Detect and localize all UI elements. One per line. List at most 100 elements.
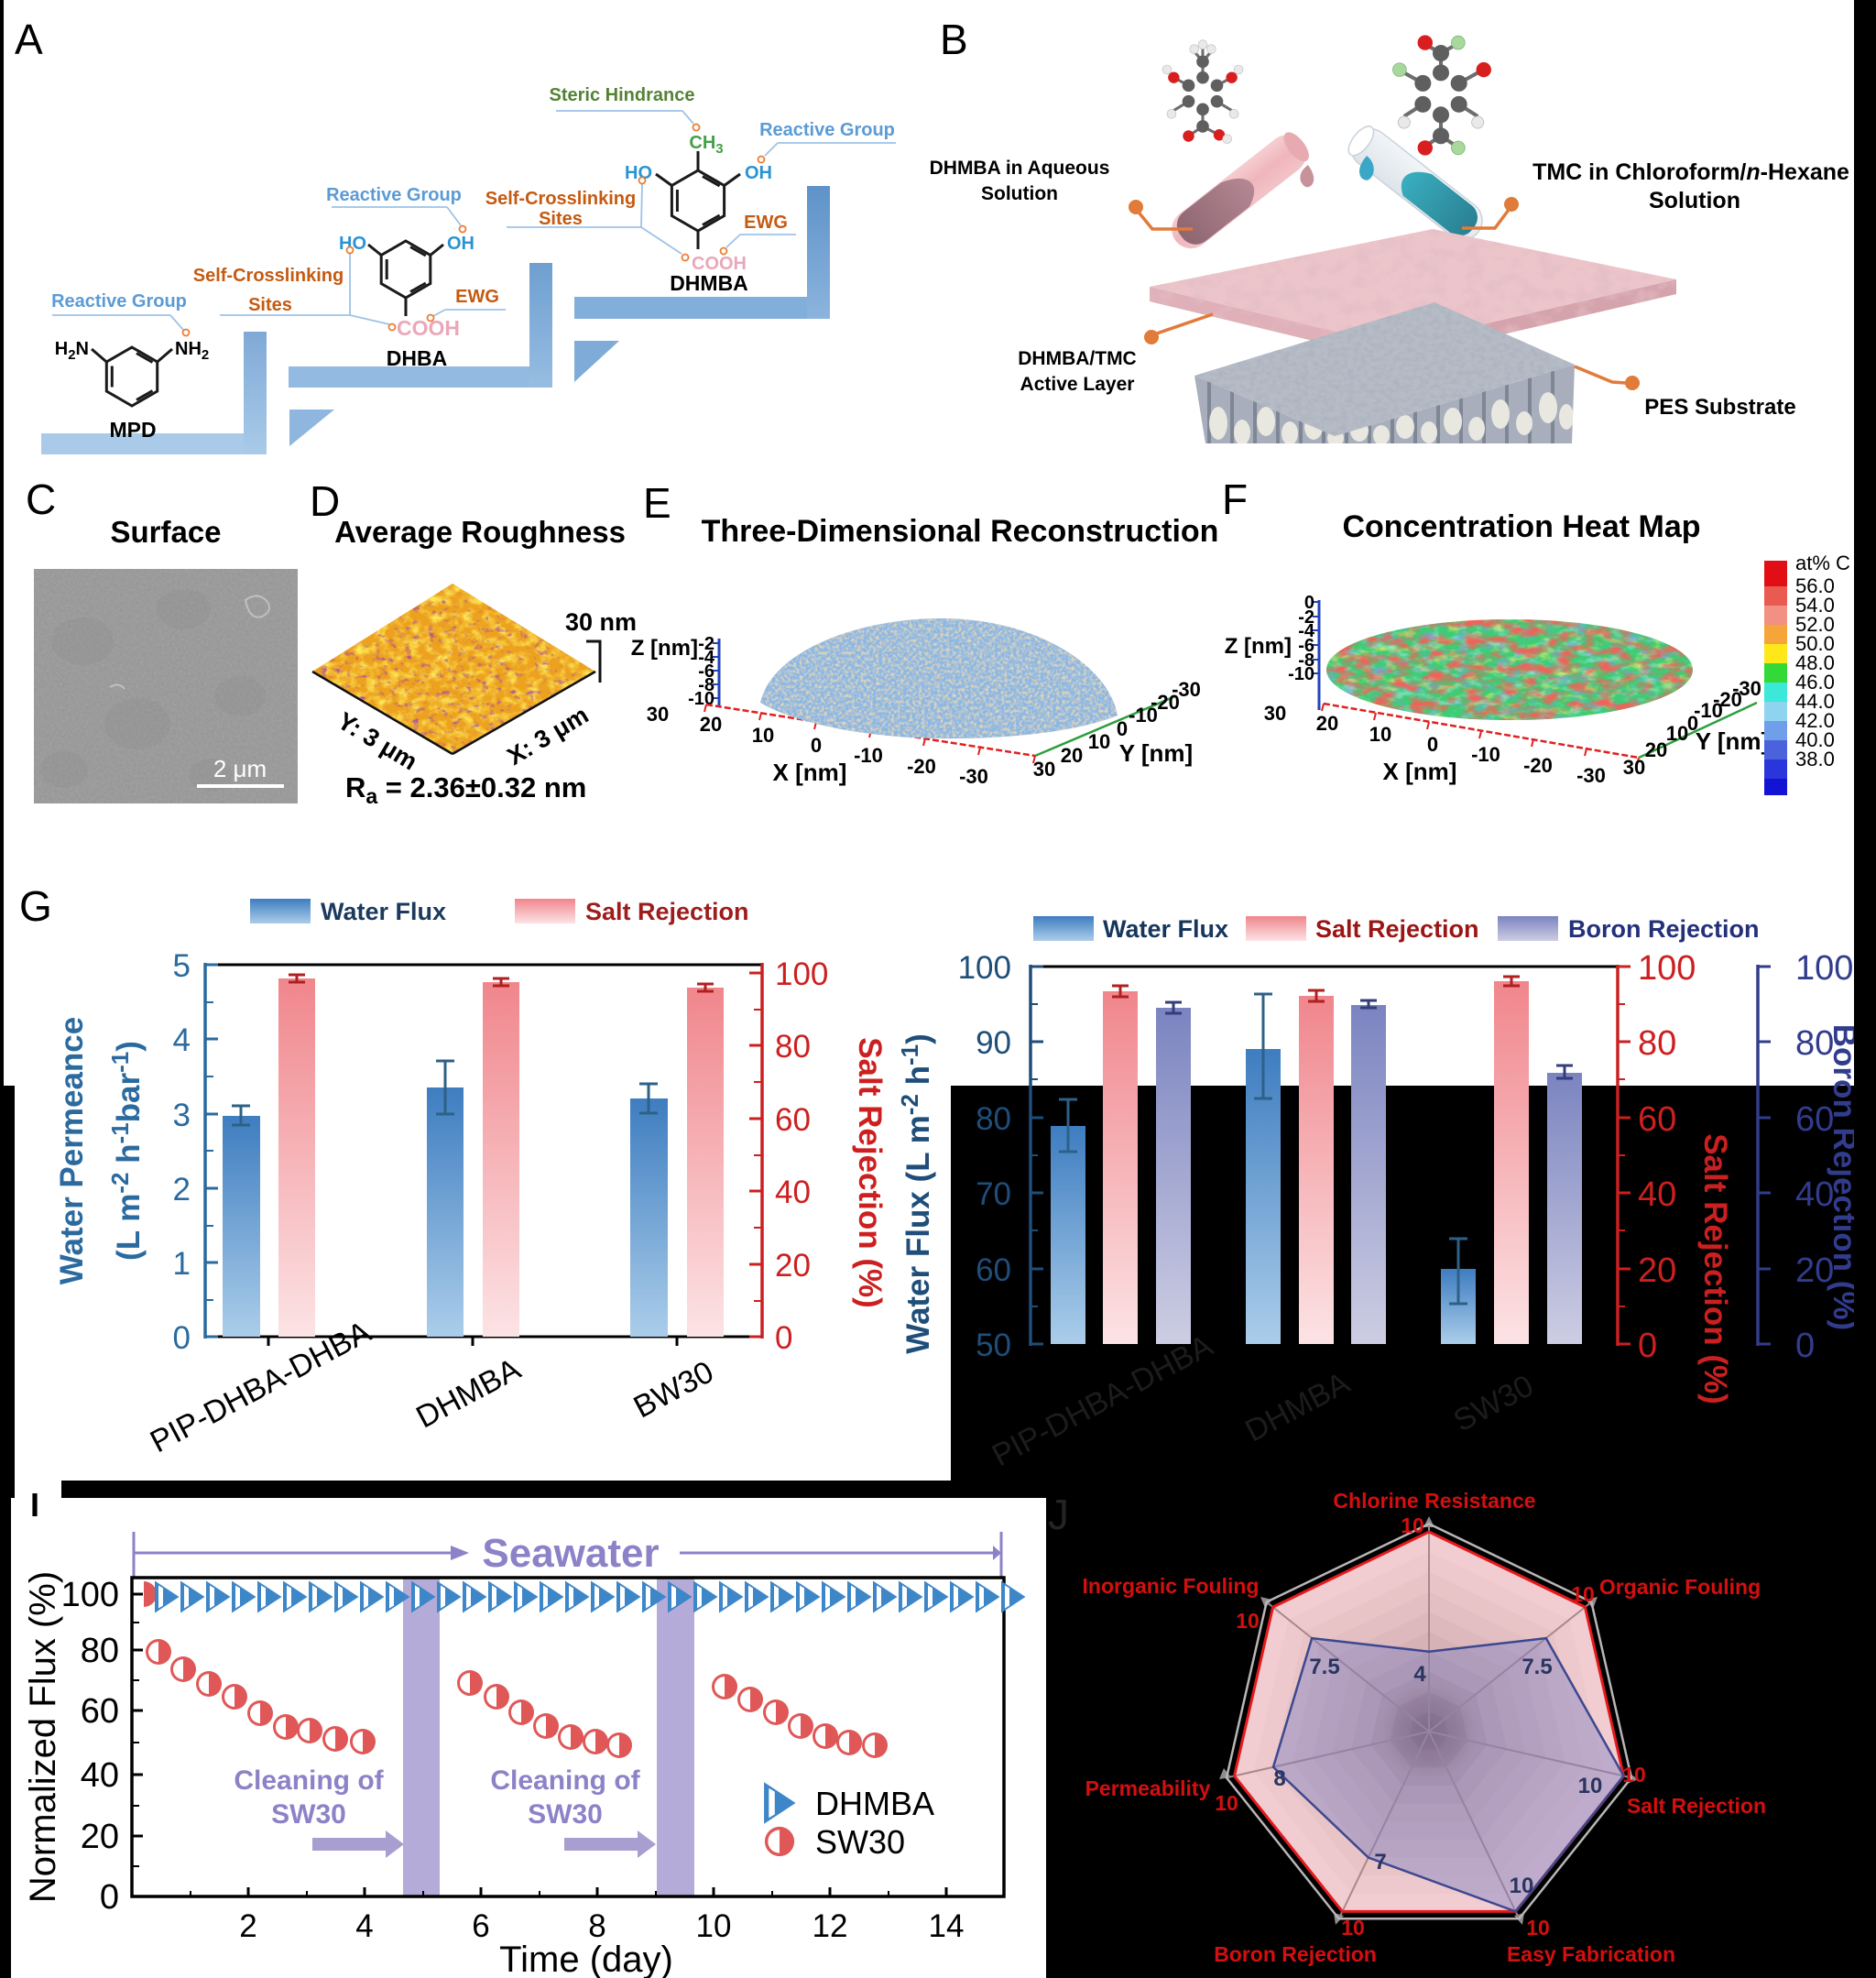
svg-text:-20: -20 — [1151, 691, 1180, 714]
svg-text:40.0: 40.0 — [1795, 728, 1835, 751]
svg-text:42.0: 42.0 — [1795, 709, 1835, 732]
svg-text:4: 4 — [173, 1022, 191, 1058]
svg-text:SW30: SW30 — [1448, 1368, 1540, 1438]
svg-text:0: 0 — [1304, 593, 1314, 613]
svg-text:30: 30 — [1033, 758, 1055, 781]
svg-text:BW30: BW30 — [628, 1354, 720, 1425]
svg-text:Concentration Heat Map: Concentration Heat Map — [1342, 509, 1700, 544]
svg-text:3: 3 — [173, 1098, 191, 1133]
svg-text:-30: -30 — [1576, 764, 1606, 787]
svg-text:1: 1 — [173, 1246, 191, 1282]
svg-text:10: 10 — [752, 724, 774, 747]
svg-text:7.5: 7.5 — [1522, 1655, 1552, 1679]
svg-text:-30: -30 — [1172, 678, 1201, 701]
svg-text:Salt Rejection (%): Salt Rejection (%) — [1697, 1133, 1733, 1404]
svg-text:-30: -30 — [959, 765, 988, 788]
svg-text:PIP-DHBA-DHBA: PIP-DHBA-DHBA — [987, 1328, 1218, 1473]
svg-text:Reactive Group: Reactive Group — [326, 185, 462, 205]
svg-text:14: 14 — [929, 1908, 965, 1944]
svg-text:0: 0 — [173, 1320, 191, 1356]
svg-text:0: 0 — [1117, 717, 1128, 740]
svg-text:10: 10 — [1236, 1609, 1260, 1633]
svg-text:(L m-2 h-1bar-1): (L m-2 h-1bar-1) — [106, 1041, 147, 1261]
svg-text:-4: -4 — [698, 648, 715, 668]
svg-text:40: 40 — [81, 1756, 119, 1795]
svg-text:0: 0 — [1795, 1327, 1815, 1365]
svg-text:2: 2 — [173, 1172, 191, 1208]
svg-text:NH2: NH2 — [175, 339, 209, 363]
svg-text:Permeability: Permeability — [1085, 1776, 1211, 1800]
svg-text:EWG: EWG — [455, 287, 499, 307]
svg-text:-2: -2 — [1298, 607, 1314, 628]
svg-text:10: 10 — [1215, 1791, 1238, 1815]
svg-text:10: 10 — [1526, 1916, 1550, 1940]
svg-text:60: 60 — [1638, 1100, 1676, 1139]
svg-text:-6: -6 — [1298, 636, 1314, 656]
svg-text:8: 8 — [1273, 1766, 1285, 1791]
svg-text:70: 70 — [976, 1176, 1011, 1212]
svg-text:Surface: Surface — [110, 515, 221, 549]
svg-text:Normalized Flux (%): Normalized Flux (%) — [23, 1571, 63, 1903]
svg-text:Steric Hindrance: Steric Hindrance — [550, 85, 695, 105]
svg-text:Cleaning of: Cleaning of — [490, 1765, 640, 1796]
svg-text:0: 0 — [1638, 1327, 1657, 1365]
svg-text:100: 100 — [958, 950, 1011, 986]
svg-text:-10: -10 — [1471, 743, 1500, 766]
svg-text:-2: -2 — [698, 634, 714, 654]
svg-text:MPD: MPD — [109, 418, 156, 442]
svg-text:Easy Fabrication: Easy Fabrication — [1507, 1942, 1675, 1966]
svg-text:Y [nm]: Y [nm] — [1119, 739, 1193, 767]
svg-text:at% C: at% C — [1795, 552, 1850, 574]
svg-text:Active Layer: Active Layer — [1020, 374, 1135, 395]
svg-text:Self-Crosslinking: Self-Crosslinking — [193, 266, 344, 286]
svg-text:Solution: Solution — [981, 183, 1058, 204]
svg-text:8: 8 — [588, 1908, 605, 1944]
svg-text:50.0: 50.0 — [1795, 632, 1835, 655]
svg-text:Water Flux (L m-2 h-1): Water Flux (L m-2 h-1) — [896, 1033, 936, 1354]
svg-text:56.0: 56.0 — [1795, 574, 1835, 597]
svg-text:20: 20 — [1316, 712, 1338, 735]
svg-text:Salt Rejection: Salt Rejection — [1315, 915, 1479, 943]
svg-text:50: 50 — [976, 1328, 1011, 1363]
svg-text:-20: -20 — [907, 755, 936, 778]
svg-text:Seawater: Seawater — [482, 1531, 659, 1576]
svg-text:SW30: SW30 — [528, 1799, 603, 1830]
svg-text:100: 100 — [61, 1576, 119, 1614]
svg-text:7.5: 7.5 — [1309, 1655, 1339, 1679]
svg-text:100: 100 — [1795, 949, 1853, 988]
svg-text:Sites: Sites — [539, 209, 583, 229]
svg-text:60: 60 — [81, 1692, 119, 1731]
svg-text:X [nm]: X [nm] — [773, 759, 847, 786]
svg-text:Z [nm]: Z [nm] — [1225, 634, 1292, 659]
svg-text:PES Substrate: PES Substrate — [1644, 395, 1795, 420]
svg-text:-20: -20 — [1523, 754, 1553, 777]
svg-text:0: 0 — [100, 1878, 119, 1917]
svg-text:60: 60 — [976, 1252, 1011, 1288]
svg-text:10: 10 — [1666, 722, 1688, 745]
svg-text:30: 30 — [647, 703, 669, 726]
svg-text:52.0: 52.0 — [1795, 613, 1835, 636]
svg-text:20: 20 — [1645, 738, 1667, 761]
svg-text:6: 6 — [472, 1908, 489, 1944]
svg-text:44.0: 44.0 — [1795, 690, 1835, 713]
svg-text:10: 10 — [1088, 730, 1110, 753]
svg-text:60: 60 — [1795, 1100, 1834, 1139]
svg-text:100: 100 — [1638, 949, 1696, 988]
svg-text:Y [nm]: Y [nm] — [1696, 727, 1769, 755]
svg-text:10: 10 — [1571, 1582, 1595, 1606]
svg-text:-20: -20 — [1713, 688, 1742, 711]
svg-text:Water Permeance: Water Permeance — [54, 1017, 90, 1284]
svg-text:-30: -30 — [1732, 677, 1761, 700]
svg-text:Cleaning of: Cleaning of — [234, 1765, 384, 1796]
svg-text:2: 2 — [239, 1908, 256, 1944]
svg-text:-10: -10 — [1694, 699, 1723, 722]
svg-text:100: 100 — [775, 956, 828, 992]
svg-text:H2N: H2N — [55, 339, 89, 363]
svg-text:Organic Fouling: Organic Fouling — [1599, 1575, 1761, 1599]
svg-text:2 μm: 2 μm — [213, 755, 267, 782]
svg-text:Solution: Solution — [1649, 188, 1740, 213]
svg-text:DHMBA in Aqueous: DHMBA in Aqueous — [930, 158, 1110, 179]
svg-text:80: 80 — [775, 1029, 811, 1065]
svg-text:CH3: CH3 — [689, 133, 723, 157]
svg-text:Water Flux: Water Flux — [321, 898, 446, 925]
